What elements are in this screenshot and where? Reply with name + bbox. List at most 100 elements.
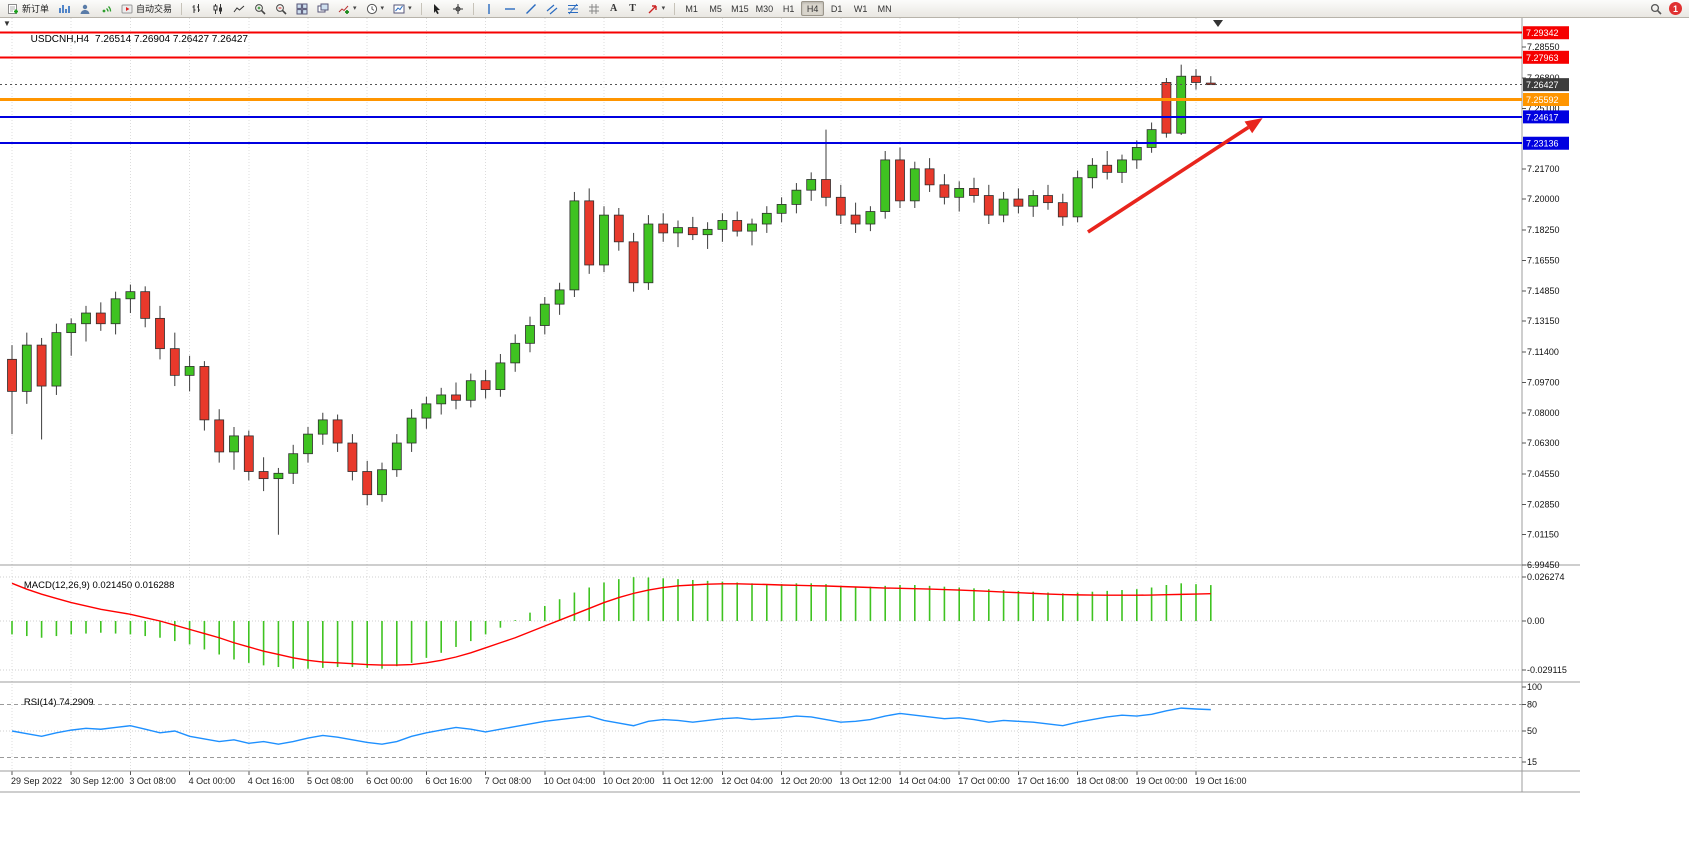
vertical-line-button[interactable] <box>479 1 499 17</box>
autotrading-button[interactable]: 自动交易 <box>117 1 176 17</box>
price-tick-label: 7.11400 <box>1527 347 1559 357</box>
candle <box>761 212 772 225</box>
timeframe-d1-button[interactable]: D1 <box>825 1 848 16</box>
price-axis[interactable] <box>1522 18 1689 771</box>
text-tool-button[interactable]: A <box>605 1 623 17</box>
candle <box>199 366 210 421</box>
text-label-tool-button[interactable]: T <box>624 1 642 17</box>
rsi-line <box>11 707 1211 745</box>
cursor-button[interactable] <box>427 1 447 17</box>
timeframe-h1-button[interactable]: H1 <box>777 1 800 16</box>
autotrading-label: 自动交易 <box>136 4 173 14</box>
price-level-label: 7.25592 <box>1526 95 1559 105</box>
chart-window: 29 Sep 2022 30 Sep 12:00 3 Oct 08:00 4 Oct … <box>0 18 1689 857</box>
price-tick-label: 7.08000 <box>1527 408 1560 418</box>
price-tick-label: 7.01150 <box>1527 530 1559 540</box>
time-label: 17 Oct 00:00 <box>958 776 1010 786</box>
new-order-button[interactable]: 新订单 <box>3 1 53 17</box>
separator <box>420 2 422 15</box>
timeframe-m15-button[interactable]: M15 <box>728 1 752 16</box>
time-label: 17 Oct 16:00 <box>1017 776 1069 786</box>
zoom-in-button[interactable] <box>250 1 270 17</box>
channel-button[interactable] <box>542 1 562 17</box>
candle <box>584 200 595 266</box>
candle <box>687 227 698 236</box>
candle <box>702 228 713 236</box>
chart-canvas[interactable]: 29 Sep 2022 30 Sep 12:00 3 Oct 08:00 4 Oct … <box>0 18 1689 857</box>
rsi-scale-label: 15 <box>1527 757 1537 767</box>
bar-chart-button[interactable] <box>187 1 207 17</box>
timeframe-m5-button[interactable]: M5 <box>704 1 727 16</box>
price-tick-label: 7.20000 <box>1527 194 1560 204</box>
fibonacci-button[interactable] <box>563 1 583 17</box>
candle <box>273 472 284 480</box>
horizontal-line-button[interactable] <box>500 1 520 17</box>
profile-button[interactable] <box>75 1 95 17</box>
candle <box>510 342 521 364</box>
notification-badge[interactable]: 1 <box>1669 2 1682 15</box>
candle <box>1087 164 1098 179</box>
candle <box>895 159 905 202</box>
search-button[interactable] <box>1646 1 1666 17</box>
tile-windows-button[interactable] <box>292 1 312 17</box>
candle <box>332 419 343 444</box>
timeframe-w1-button[interactable]: W1 <box>849 1 872 16</box>
candle <box>362 471 373 496</box>
candle <box>628 241 639 284</box>
candle <box>391 442 402 471</box>
arrows-tool-button[interactable]: ▾ <box>643 1 670 17</box>
periods-button[interactable]: ▾ <box>362 1 389 17</box>
price-tick-label: 7.04550 <box>1527 469 1560 479</box>
timeframe-h4-button[interactable]: H4 <box>801 1 825 16</box>
candle <box>51 332 62 387</box>
candlestick-button[interactable] <box>208 1 228 17</box>
signals-button[interactable] <box>96 1 116 17</box>
price-level-label: 7.24617 <box>1526 112 1559 122</box>
one-click-trading-toggle[interactable]: ▼ <box>3 19 11 28</box>
candle <box>673 227 683 234</box>
candle <box>1028 195 1039 207</box>
charts-button[interactable] <box>54 1 74 17</box>
zoom-out-button[interactable] <box>271 1 291 17</box>
fibonacci-icon <box>567 3 578 14</box>
time-label: 6 Oct 16:00 <box>425 776 472 786</box>
price-tick-label: 7.26800 <box>1527 73 1560 83</box>
timeframe-m1-button[interactable]: M1 <box>680 1 703 16</box>
candle <box>909 168 920 202</box>
time-label: 7 Oct 08:00 <box>485 776 532 786</box>
timeframe-mn-button[interactable]: MN <box>873 1 896 16</box>
time-label: 12 Oct 04:00 <box>721 776 773 786</box>
timeframe-m30-button[interactable]: M30 <box>753 1 777 16</box>
price-tick-label: 7.02850 <box>1527 499 1560 509</box>
rsi-scale-label: 80 <box>1527 700 1537 710</box>
templates-button[interactable]: ▾ <box>389 1 416 17</box>
candle <box>288 453 299 474</box>
candle <box>969 187 979 196</box>
add-indicator-icon <box>338 5 350 14</box>
charts-icon <box>59 4 70 13</box>
time-label: 14 Oct 04:00 <box>899 776 951 786</box>
candle <box>732 220 743 232</box>
cascade-windows-button[interactable] <box>313 1 333 17</box>
candle <box>421 403 432 419</box>
trend-arrow-line[interactable] <box>1086 125 1250 234</box>
line-chart-button[interactable] <box>229 1 249 17</box>
trend-arrow-head[interactable] <box>1244 118 1263 134</box>
time-label: 3 Oct 08:00 <box>129 776 176 786</box>
grid-button[interactable] <box>584 1 604 17</box>
crosshair-button[interactable] <box>448 1 468 17</box>
candle <box>1013 198 1024 207</box>
chart-shift-marker[interactable] <box>1213 20 1223 27</box>
candle <box>747 223 757 232</box>
candle <box>791 189 802 205</box>
signals-icon <box>102 5 112 12</box>
rsi-scale-label: 50 <box>1527 726 1537 736</box>
price-level-label-box <box>1523 50 1569 64</box>
candle <box>1176 75 1187 134</box>
candle <box>36 344 47 387</box>
trendline-button[interactable] <box>521 1 541 17</box>
time-label: 10 Oct 20:00 <box>603 776 655 786</box>
price-level-label: 7.23136 <box>1526 139 1559 149</box>
add-indicator-button[interactable]: ▾ <box>334 1 361 17</box>
